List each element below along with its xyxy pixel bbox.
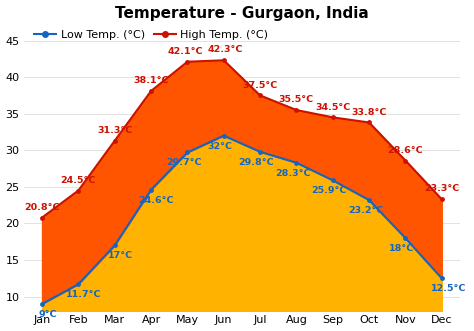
Text: 18°C: 18°C xyxy=(389,244,414,253)
Text: 29.8°C: 29.8°C xyxy=(238,158,274,166)
Text: 28.6°C: 28.6°C xyxy=(388,146,423,155)
Text: 38.1°C: 38.1°C xyxy=(133,76,169,85)
Text: 17°C: 17°C xyxy=(108,251,133,260)
Text: 11.7°C: 11.7°C xyxy=(66,290,101,299)
Text: 23.3°C: 23.3°C xyxy=(424,184,459,193)
Text: 25.9°C: 25.9°C xyxy=(311,186,347,195)
Text: 37.5°C: 37.5°C xyxy=(242,80,278,90)
Text: 34.5°C: 34.5°C xyxy=(315,103,350,112)
Text: 42.1°C: 42.1°C xyxy=(168,47,203,56)
Text: 12.5°C: 12.5°C xyxy=(431,284,467,293)
Text: 42.3°C: 42.3°C xyxy=(208,45,243,54)
Text: 29.7°C: 29.7°C xyxy=(166,158,201,167)
Text: 23.2°C: 23.2°C xyxy=(348,206,383,215)
Text: 31.3°C: 31.3°C xyxy=(97,126,132,135)
Text: 24.5°C: 24.5°C xyxy=(61,176,96,185)
Text: 9°C: 9°C xyxy=(38,310,57,319)
Text: 33.8°C: 33.8°C xyxy=(351,108,387,117)
Text: 28.3°C: 28.3°C xyxy=(275,168,310,178)
Text: 24.6°C: 24.6°C xyxy=(139,196,174,205)
Text: 32°C: 32°C xyxy=(208,142,233,151)
Legend: Low Temp. (°C), High Temp. (°C): Low Temp. (°C), High Temp. (°C) xyxy=(29,26,273,45)
Title: Temperature - Gurgaon, India: Temperature - Gurgaon, India xyxy=(115,6,369,21)
Text: 35.5°C: 35.5°C xyxy=(279,95,314,104)
Text: 20.8°C: 20.8°C xyxy=(24,203,60,212)
